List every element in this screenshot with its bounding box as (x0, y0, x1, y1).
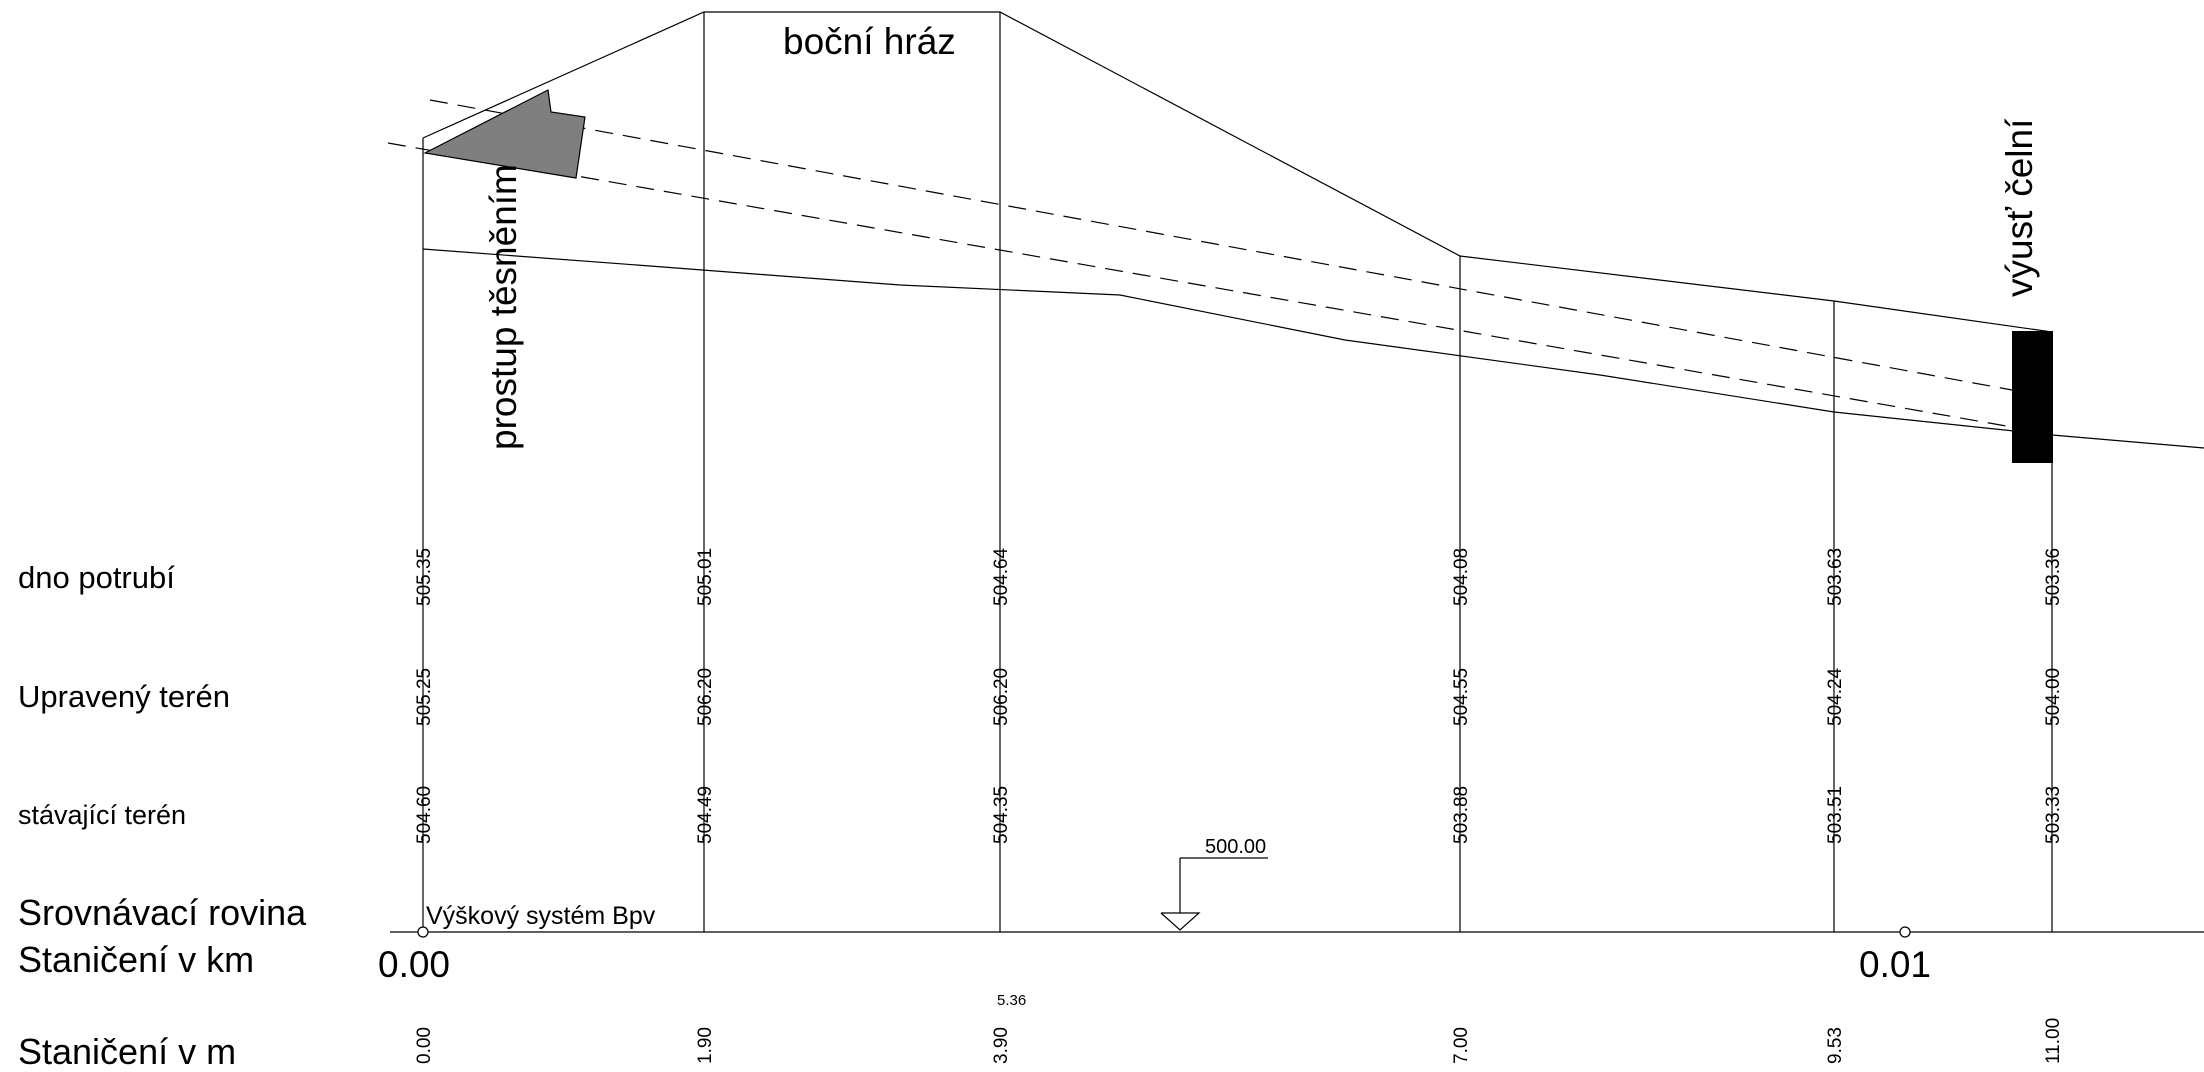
station-m-value: 1.90 (695, 1027, 716, 1064)
adjusted-value: 504.55 (1451, 668, 1472, 726)
station-m-value: 9.53 (1825, 1027, 1846, 1064)
height-system-label: Výškový systém Bpv (426, 902, 656, 930)
adjusted-value: 506.20 (695, 668, 716, 726)
adjusted-value: 506.20 (991, 668, 1012, 726)
start-marker (417, 926, 429, 938)
row-label-adjusted-terrain: Upravený terén (18, 679, 230, 714)
row-label-stationing-m: Staničení v m (18, 1031, 236, 1072)
station-m-value: 3.90 (991, 1027, 1012, 1064)
dam-label: boční hráz (783, 21, 956, 62)
pipe-bottom-line (387, 142, 2013, 428)
existing-value: 503.51 (1825, 786, 1846, 844)
existing-value: 504.49 (695, 786, 716, 844)
pipe-top-line (429, 99, 2013, 391)
row-label-pipe-bottom: dno potrubí (18, 560, 175, 595)
extra-station-label: 5.36 (997, 992, 1026, 1009)
seal-label: prostup těsněním (483, 164, 524, 450)
station-lines (422, 12, 2053, 932)
pipe-value: 504.64 (991, 547, 1012, 606)
row-label-stationing-km: Staničení v km (18, 939, 254, 980)
pipe-value: 503.36 (2043, 548, 2064, 606)
km-marker (1899, 926, 1911, 938)
station-m-value: 7.00 (1451, 1027, 1472, 1064)
adjusted-value: 504.24 (1825, 667, 1846, 726)
km-mark-001: 0.01 (1859, 944, 1931, 985)
pipe-value: 505.01 (695, 548, 716, 606)
adjusted-value: 505.25 (414, 668, 435, 726)
existing-value: 503.88 (1451, 786, 1472, 844)
row-label-reference-plane: Srovnávací rovina (18, 892, 307, 933)
seal-block (423, 89, 586, 179)
pipe-value: 505.35 (414, 548, 435, 606)
station-m-value: 11.00 (2043, 1018, 2064, 1064)
km-mark-start: 0.00 (378, 944, 450, 985)
station-m-value: 0.00 (414, 1027, 435, 1064)
row-label-existing-terrain: stávající terén (18, 800, 186, 830)
datum-value: 500.00 (1205, 836, 1266, 858)
pipe-value: 503.63 (1825, 548, 1846, 606)
existing-value: 504.60 (414, 786, 435, 844)
existing-terrain-line (422, 248, 2204, 449)
existing-value: 503.33 (2043, 786, 2064, 844)
adjusted-value: 504.00 (2043, 668, 2064, 726)
datum-symbol (1160, 857, 1268, 931)
adjusted-terrain-line (422, 11, 2053, 333)
outlet-label: výusť čelní (1999, 118, 2040, 297)
existing-value: 504.35 (991, 786, 1012, 844)
pipe-value: 504.08 (1451, 548, 1472, 606)
outlet-block (2012, 331, 2053, 463)
